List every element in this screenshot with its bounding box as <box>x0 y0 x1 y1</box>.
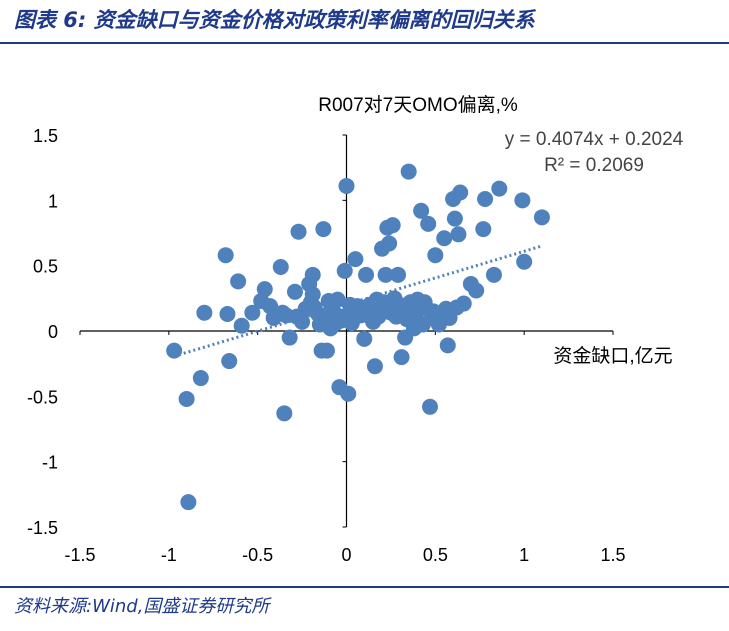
data-point <box>219 306 236 323</box>
figure-title: 图表 6: 资金缺口与资金价格对政策利率偏离的回归关系 <box>14 8 535 32</box>
x-tick-label: -1.5 <box>64 545 95 565</box>
data-point <box>286 283 303 300</box>
y-tick-label: 1 <box>48 191 58 211</box>
data-point <box>475 221 492 238</box>
x-axis-label: 资金缺口,亿元 <box>553 345 672 367</box>
data-point <box>272 258 289 275</box>
data-point <box>294 313 311 330</box>
data-point <box>356 330 373 347</box>
data-point <box>180 494 197 511</box>
x-tick-label: 0.5 <box>423 545 448 565</box>
data-point <box>340 385 357 402</box>
data-point <box>192 370 209 387</box>
data-point <box>400 163 417 180</box>
data-point <box>477 191 494 208</box>
data-point <box>452 184 469 201</box>
data-point <box>276 405 293 422</box>
data-point <box>230 273 247 290</box>
regression-equation: y = 0.4074x + 0.2024 <box>505 129 684 150</box>
data-point <box>315 221 332 238</box>
source-note: 资料来源:Wind,国盛证券研究所 <box>14 596 270 617</box>
data-point <box>304 286 321 303</box>
data-point <box>338 177 355 194</box>
x-tick-label: 0 <box>341 545 351 565</box>
y-tick-label: -1 <box>42 453 58 473</box>
data-point <box>390 266 407 283</box>
data-point <box>485 266 502 283</box>
data-point <box>166 342 183 359</box>
data-point <box>420 215 437 232</box>
data-point <box>384 217 401 234</box>
data-point <box>413 202 430 219</box>
y-tick-label: -1.5 <box>27 518 58 538</box>
data-point <box>281 329 298 346</box>
data-point <box>347 251 364 268</box>
data-point <box>336 262 353 279</box>
y-tick-label: 0.5 <box>33 257 58 277</box>
data-point <box>455 295 472 312</box>
x-tick-label: 1.5 <box>600 545 625 565</box>
y-tick-label: 0 <box>48 322 58 342</box>
data-point <box>217 247 234 264</box>
data-point <box>381 235 398 252</box>
x-tick-label: 1 <box>519 545 529 565</box>
x-tick-label: -1 <box>161 545 177 565</box>
data-point <box>491 180 508 197</box>
source-rule <box>0 586 729 588</box>
data-point <box>393 349 410 366</box>
data-point <box>439 337 456 354</box>
data-point <box>516 253 533 270</box>
data-point <box>290 223 307 240</box>
chart-title: R007对7天OMO偏离,% <box>318 94 518 116</box>
data-point <box>514 192 531 209</box>
data-point <box>366 358 383 375</box>
data-point <box>450 226 467 243</box>
data-point <box>436 230 453 247</box>
trendline <box>173 244 543 358</box>
title-rule <box>0 42 729 44</box>
data-point <box>233 317 250 334</box>
data-point <box>244 304 261 321</box>
data-point <box>358 266 375 283</box>
data-point <box>256 281 273 298</box>
data-point <box>446 210 463 227</box>
data-point <box>304 266 321 283</box>
data-point <box>533 209 550 226</box>
r-squared-label: R² = 0.2069 <box>544 155 644 176</box>
data-point <box>377 266 394 283</box>
y-tick-label: 1.5 <box>33 126 58 146</box>
x-tick-label: -0.5 <box>242 545 273 565</box>
data-point <box>178 390 195 407</box>
data-point <box>427 247 444 264</box>
data-point <box>422 398 439 415</box>
data-point <box>221 353 238 370</box>
data-point <box>196 304 213 321</box>
y-tick-label: -0.5 <box>27 387 58 407</box>
data-point <box>318 342 335 359</box>
data-point <box>468 282 485 299</box>
data-point <box>329 291 346 308</box>
